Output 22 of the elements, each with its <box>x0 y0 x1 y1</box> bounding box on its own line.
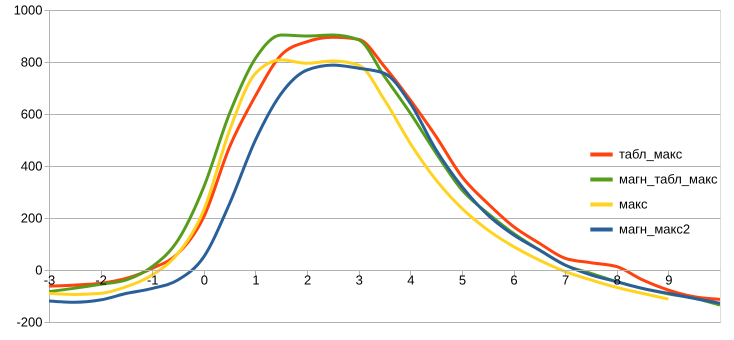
x-tick-label: 6 <box>510 272 518 288</box>
x-tick-label: 4 <box>407 272 414 288</box>
legend-label: магн_макс2 <box>619 222 690 237</box>
x-tick-label: 3 <box>356 272 363 288</box>
x-tick-label: -3 <box>44 272 56 288</box>
y-tick-label: 800 <box>20 54 42 70</box>
x-tick-label: -1 <box>146 272 159 288</box>
x-tick-label: 5 <box>458 272 466 288</box>
x-tick-label: 7 <box>562 272 570 288</box>
x-tick-label: 2 <box>304 272 312 288</box>
y-tick-label: -200 <box>16 314 42 330</box>
legend-label: макс <box>619 196 648 212</box>
y-tick-label: 600 <box>20 106 42 122</box>
x-tick-label: 1 <box>252 272 260 288</box>
y-tick-label: 1000 <box>14 2 42 18</box>
x-tick-label: 9 <box>665 272 672 288</box>
y-tick-label: 400 <box>20 158 42 174</box>
legend-label: магн_табл_макс <box>619 172 718 187</box>
y-tick-label: 200 <box>20 210 42 226</box>
legend-label: табл_макс <box>619 146 683 162</box>
x-tick-label: 0 <box>200 272 208 288</box>
y-tick-label: 0 <box>35 262 42 278</box>
